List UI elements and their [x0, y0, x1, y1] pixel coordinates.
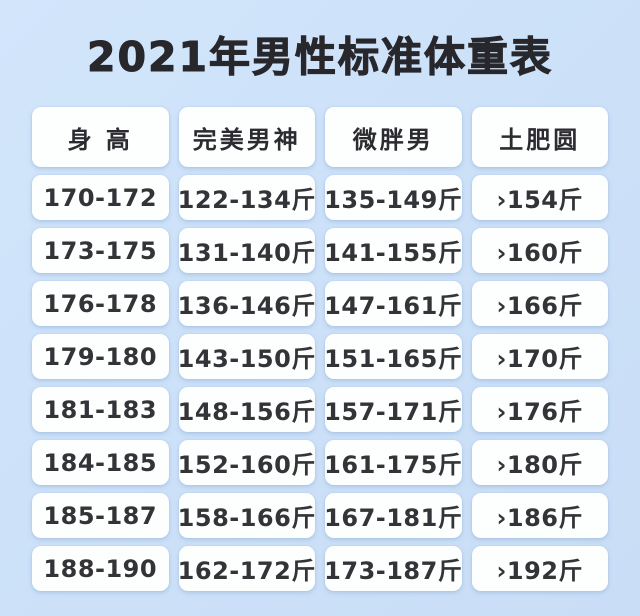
- table-cell-height-range: 188-190: [32, 546, 169, 592]
- table-cell-chubby-weight: 157-171斤: [325, 387, 462, 433]
- page-title: 2021年男性标准体重表: [86, 33, 554, 81]
- table-cell-height-range: 173-175: [32, 228, 169, 274]
- table-cell-chubby-weight: 167-181斤: [325, 493, 462, 539]
- table-cell-chubby-weight: 135-149斤: [325, 175, 462, 221]
- table-cell-height-range: 181-183: [32, 387, 169, 433]
- table-cell-height-range: 176-178: [32, 281, 169, 327]
- table-cell-fat-weight: ›166斤: [471, 281, 608, 327]
- column-header-fat: 土肥圆: [471, 107, 608, 168]
- table-cell-chubby-weight: 147-161斤: [325, 281, 462, 327]
- table-cell-perfect-weight: 148-156斤: [178, 387, 315, 433]
- table-cell-perfect-weight: 158-166斤: [178, 493, 315, 539]
- column-header-perfect: 完美男神: [178, 107, 315, 168]
- table-cell-fat-weight: ›170斤: [471, 334, 608, 380]
- column-header-height: 身 高: [32, 107, 169, 168]
- table-cell-perfect-weight: 131-140斤: [178, 228, 315, 274]
- table-cell-perfect-weight: 143-150斤: [178, 334, 315, 380]
- table-cell-fat-weight: ›192斤: [471, 546, 608, 592]
- table-cell-chubby-weight: 161-175斤: [325, 440, 462, 486]
- table-cell-height-range: 170-172: [32, 175, 169, 221]
- table-cell-fat-weight: ›186斤: [471, 493, 608, 539]
- table-cell-perfect-weight: 162-172斤: [178, 546, 315, 592]
- table-cell-fat-weight: ›160斤: [471, 228, 608, 274]
- table-cell-height-range: 179-180: [32, 334, 169, 380]
- weight-table: 身 高 完美男神 微胖男 土肥圆 170-172 122-134斤 135-14…: [32, 107, 608, 592]
- table-cell-height-range: 185-187: [32, 493, 169, 539]
- table-cell-height-range: 184-185: [32, 440, 169, 486]
- table-cell-perfect-weight: 136-146斤: [178, 281, 315, 327]
- table-cell-chubby-weight: 173-187斤: [325, 546, 462, 592]
- table-cell-fat-weight: ›154斤: [471, 175, 608, 221]
- table-cell-chubby-weight: 141-155斤: [325, 228, 462, 274]
- column-header-chubby: 微胖男: [325, 107, 462, 168]
- table-cell-chubby-weight: 151-165斤: [325, 334, 462, 380]
- table-cell-perfect-weight: 122-134斤: [178, 175, 315, 221]
- table-cell-perfect-weight: 152-160斤: [178, 440, 315, 486]
- table-cell-fat-weight: ›176斤: [471, 387, 608, 433]
- table-cell-fat-weight: ›180斤: [471, 440, 608, 486]
